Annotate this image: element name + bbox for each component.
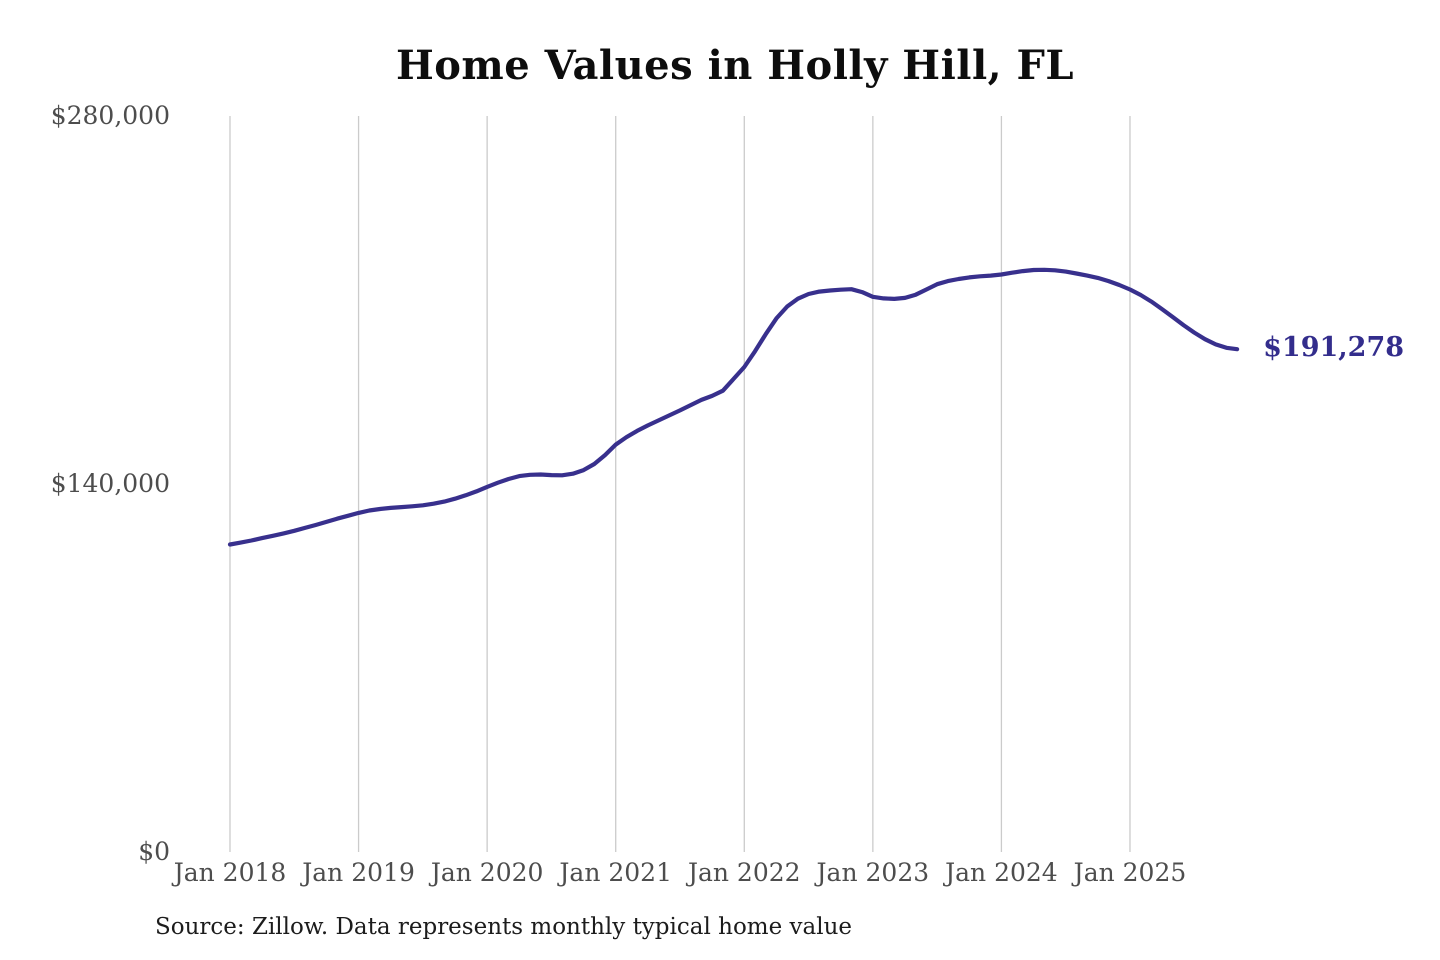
x-axis-label: Jan 2024 xyxy=(945,858,1058,887)
gridlines xyxy=(229,116,1131,852)
x-axis-label: Jan 2023 xyxy=(816,858,930,887)
chart-title: Home Values in Holly Hill, FL xyxy=(395,42,1075,89)
x-axis-label: Jan 2020 xyxy=(430,858,544,887)
x-axis-label: Jan 2022 xyxy=(687,858,801,887)
y-axis-label: $0 xyxy=(138,837,170,866)
x-axis-label: Jan 2018 xyxy=(173,858,287,887)
x-axis-label: Jan 2019 xyxy=(302,858,415,887)
y-axis-label: $140,000 xyxy=(50,469,170,498)
x-axis-label: Jan 2025 xyxy=(1073,858,1187,887)
x-axis-label: Jan 2021 xyxy=(559,858,672,887)
latest-value-annotation: $191,278 xyxy=(1263,332,1405,364)
y-axis-label: $280,000 xyxy=(50,101,170,130)
home-value-line-series xyxy=(227,267,1240,547)
source-note: Source: Zillow. Data represents monthly … xyxy=(155,914,853,940)
